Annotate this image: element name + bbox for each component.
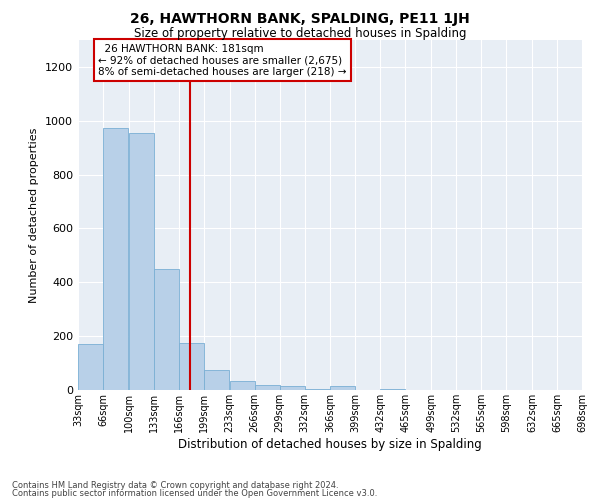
Bar xyxy=(78,344,103,390)
Bar xyxy=(129,133,154,390)
Bar xyxy=(380,388,406,390)
Bar xyxy=(204,370,229,390)
Bar xyxy=(280,386,305,390)
Bar xyxy=(154,269,179,390)
Bar xyxy=(331,386,355,390)
Bar xyxy=(254,384,280,390)
Text: Size of property relative to detached houses in Spalding: Size of property relative to detached ho… xyxy=(134,28,466,40)
Y-axis label: Number of detached properties: Number of detached properties xyxy=(29,128,40,302)
Bar xyxy=(230,380,254,390)
Text: Contains HM Land Registry data © Crown copyright and database right 2024.: Contains HM Land Registry data © Crown c… xyxy=(12,480,338,490)
Bar xyxy=(103,128,128,390)
Text: Contains public sector information licensed under the Open Government Licence v3: Contains public sector information licen… xyxy=(12,489,377,498)
X-axis label: Distribution of detached houses by size in Spalding: Distribution of detached houses by size … xyxy=(178,438,482,450)
Text: 26 HAWTHORN BANK: 181sqm
← 92% of detached houses are smaller (2,675)
8% of semi: 26 HAWTHORN BANK: 181sqm ← 92% of detach… xyxy=(98,44,347,76)
Bar xyxy=(305,388,329,390)
Bar xyxy=(179,343,204,390)
Text: 26, HAWTHORN BANK, SPALDING, PE11 1JH: 26, HAWTHORN BANK, SPALDING, PE11 1JH xyxy=(130,12,470,26)
